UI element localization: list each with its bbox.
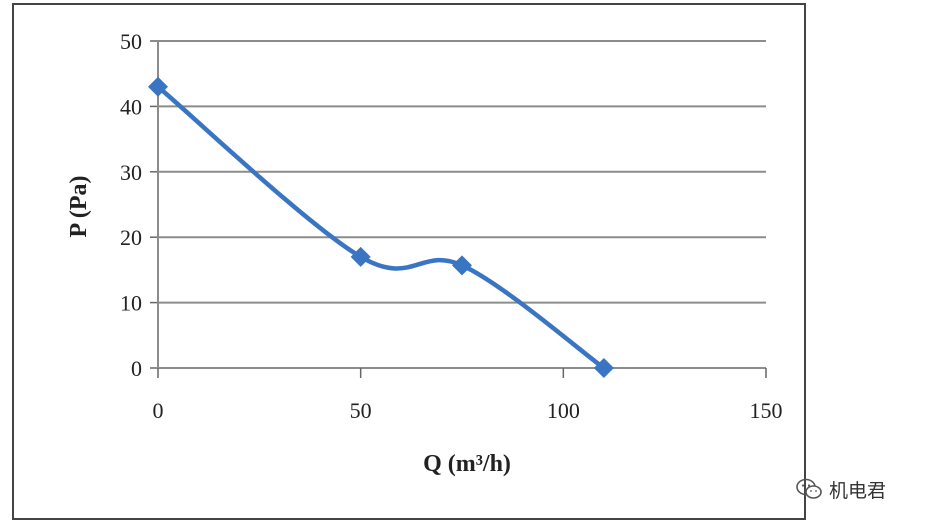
y-tick-label-0: 0 — [131, 356, 142, 381]
data-point-0-0 — [148, 76, 168, 97]
data-point-0-1 — [350, 246, 371, 267]
wechat-chat-icon — [796, 478, 822, 499]
y-tick-label-30: 30 — [120, 160, 142, 185]
y-tick-label-20: 20 — [120, 225, 142, 250]
data-point-0-2 — [452, 255, 472, 276]
x-tick-label-100: 100 — [547, 398, 580, 423]
data-point-0-3 — [593, 358, 614, 378]
chart-frame — [12, 3, 806, 520]
y-tick-labels: 0 10 20 30 40 50 — [120, 29, 142, 381]
y-tick-label-50: 50 — [120, 29, 142, 54]
y-axis-title: P (Pa) — [66, 176, 92, 238]
series-group — [148, 76, 614, 378]
x-tick-label-0: 0 — [153, 398, 164, 423]
x-tick-labels: 0 50 100 150 — [153, 398, 783, 423]
y-tick-label-10: 10 — [120, 291, 142, 316]
series-line-0 — [155, 84, 607, 371]
watermark: 机电君 — [795, 476, 886, 502]
x-axis-title: Q (m³/h) — [423, 451, 511, 477]
watermark-text: 机电君 — [829, 479, 887, 502]
axes — [150, 40, 767, 378]
y-tick-label-40: 40 — [120, 94, 142, 119]
x-tick-label-150: 150 — [750, 398, 783, 423]
x-tick-label-50: 50 — [350, 398, 372, 423]
grid-lines — [158, 40, 766, 304]
